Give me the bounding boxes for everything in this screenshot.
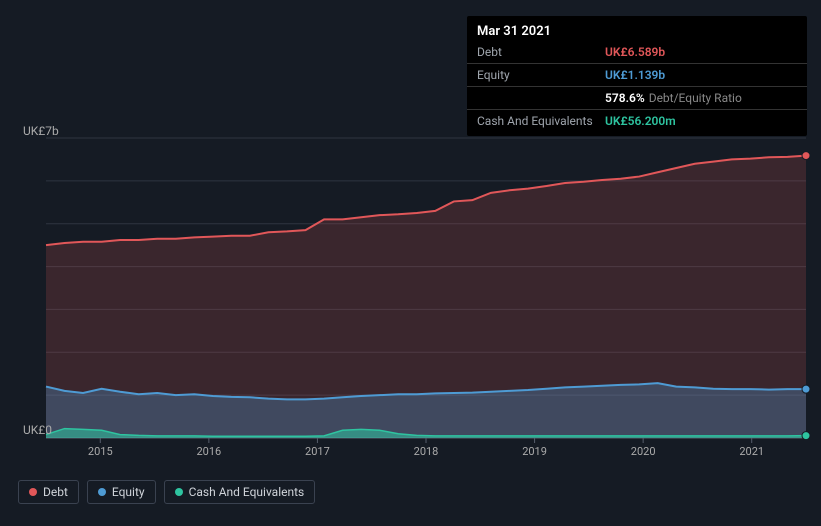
legend-label: Equity [112,485,145,499]
y-axis-top-label: UK£7b [23,124,59,138]
legend-label: Debt [43,485,68,499]
tooltip-row-label [477,91,605,105]
tooltip-row: DebtUK£6.589b [467,43,807,61]
x-tick-label: 2015 [88,445,113,458]
tooltip-row-label: Debt [477,45,605,59]
chart-area[interactable] [0,118,821,458]
tooltip-row-label: Equity [477,68,605,82]
tooltip-row: 578.6%Debt/Equity Ratio [467,86,807,107]
legend-item[interactable]: Cash And Equivalents [164,480,316,504]
tooltip-row-value: 578.6%Debt/Equity Ratio [605,91,742,105]
y-axis-bot-label: UK£0 [23,423,52,437]
x-axis: 2015 2016 2017 2018 2019 2020 2021 [46,445,806,461]
legend-dot [175,488,183,496]
x-tick-label: 2019 [522,445,547,458]
legend-item[interactable]: Debt [18,480,79,504]
tooltip-row-value: UK£1.139b [605,68,665,82]
x-tick-label: 2017 [305,445,330,458]
legend-item[interactable]: Equity [87,480,156,504]
tooltip-row: EquityUK£1.139b [467,63,807,84]
legend: Debt Equity Cash And Equivalents [18,480,315,504]
legend-dot [29,488,37,496]
tooltip-date: Mar 31 2021 [467,22,807,43]
x-tick-label: 2020 [631,445,656,458]
legend-dot [98,488,106,496]
x-tick-label: 2018 [414,445,439,458]
x-tick-label: 2021 [739,445,764,458]
legend-label: Cash And Equivalents [189,485,305,499]
x-tick-label: 2016 [196,445,221,458]
tooltip-row-value: UK£6.589b [605,45,665,59]
